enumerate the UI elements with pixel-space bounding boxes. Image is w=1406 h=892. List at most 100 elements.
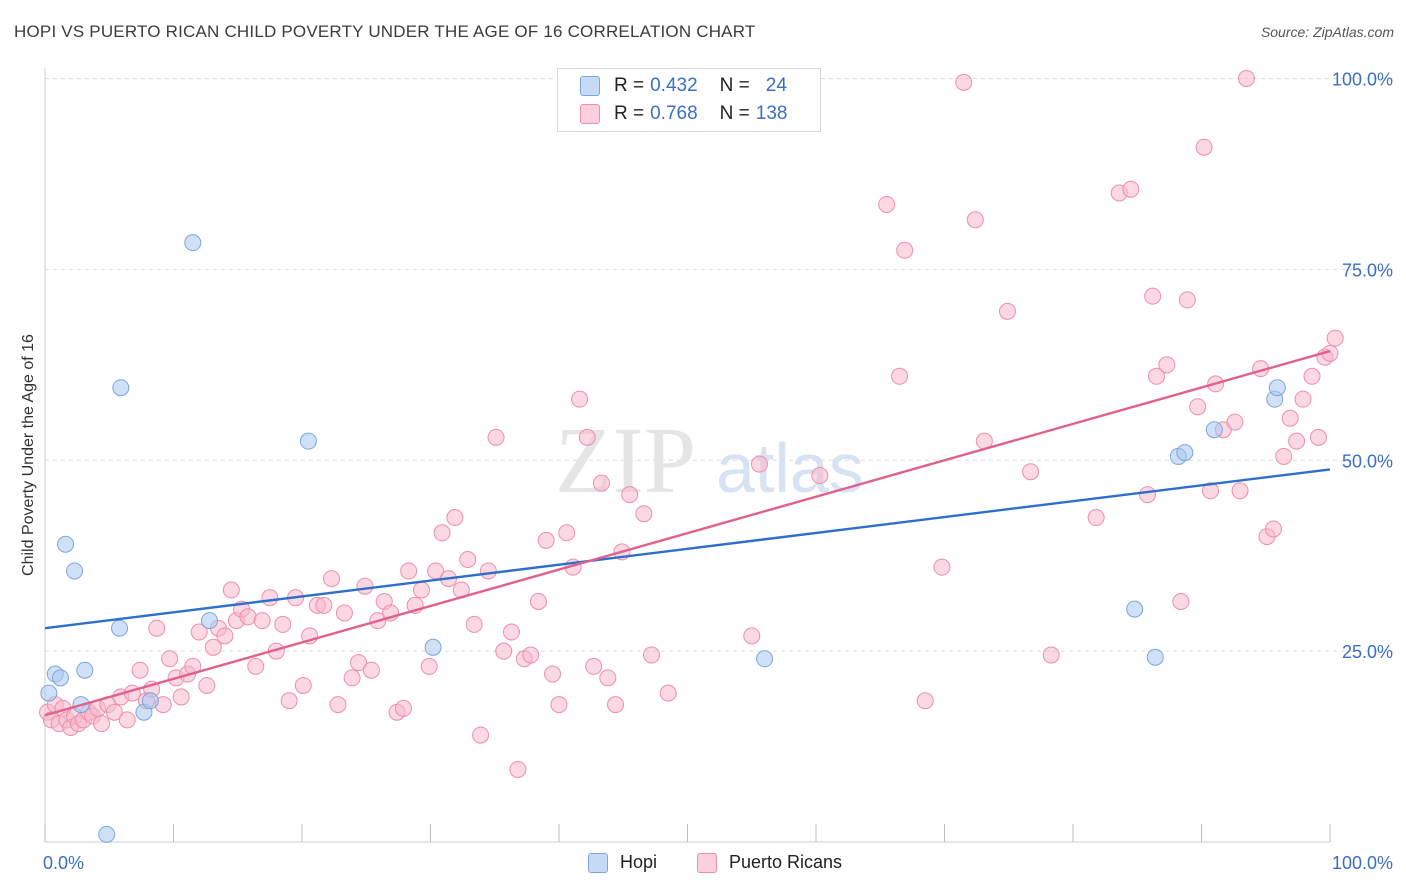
puerto-rican-point — [1022, 463, 1040, 481]
puerto-rican-point — [1172, 592, 1190, 610]
puerto-rican-point — [487, 428, 505, 446]
puerto-rican-point — [118, 711, 136, 729]
y-tick-label: 75.0% — [1342, 260, 1393, 280]
puerto-rican-point — [1148, 367, 1166, 385]
watermark-atlas: atlas — [716, 429, 864, 507]
gridlines — [45, 78, 1394, 652]
puerto-rican-point — [343, 669, 361, 687]
puerto-rican-point — [294, 676, 312, 694]
puerto-rican-point — [253, 612, 271, 630]
puerto-rican-point — [509, 760, 527, 778]
puerto-rican-point — [1195, 138, 1213, 156]
puerto-rican-point — [479, 562, 497, 580]
puerto-rican-point — [1281, 409, 1299, 427]
source-label: Source: ZipAtlas.com — [1260, 24, 1394, 40]
legend-label-puerto-ricans: Puerto Ricans — [729, 852, 843, 872]
puerto-rican-point — [315, 596, 333, 614]
hopi-point — [1205, 421, 1223, 439]
puerto-rican-point — [1087, 509, 1105, 527]
puerto-rican-point — [750, 455, 768, 473]
y-tick-label: 25.0% — [1342, 642, 1393, 662]
legend-item-puerto-ricans[interactable]: Puerto Ricans — [697, 852, 842, 873]
puerto-rican-point — [1178, 291, 1196, 309]
puerto-rican-point — [878, 195, 896, 213]
puerto-rican-point — [247, 657, 265, 675]
puerto-rican-point — [420, 657, 438, 675]
puerto-rican-point — [998, 302, 1016, 320]
puerto-rican-point — [1144, 287, 1162, 305]
puerto-rican-point — [891, 367, 909, 385]
legend-row-puerto-ricans: R = 0.768 N = 138 — [580, 102, 787, 126]
puerto-rican-point — [274, 615, 292, 633]
hopi-point — [111, 619, 129, 637]
legend-r-label: R = — [614, 75, 645, 96]
hopi-point — [1268, 379, 1286, 397]
puerto-rican-point — [811, 467, 829, 485]
puerto-rican-point — [592, 474, 610, 492]
puerto-rican-point — [607, 696, 625, 714]
puerto-rican-point — [659, 684, 677, 702]
puerto-rican-point — [433, 524, 451, 542]
puerto-rican-point — [635, 505, 653, 523]
puerto-rican-point — [966, 211, 984, 229]
puerto-rican-point — [356, 577, 374, 595]
puerto-rican-point — [1226, 413, 1244, 431]
puerto-rican-point — [222, 581, 240, 599]
puerto-rican-point — [1264, 520, 1282, 538]
y-tick-label: 50.0% — [1342, 451, 1393, 471]
puerto-rican-point — [1309, 428, 1327, 446]
puerto-rican-point — [239, 608, 257, 626]
puerto-rican-point — [465, 615, 483, 633]
hopi-point — [66, 562, 84, 580]
series-puerto-ricans — [39, 70, 1344, 778]
puerto-rican-point — [1042, 646, 1060, 664]
puerto-rican-point — [216, 627, 234, 645]
puerto-rican-point — [413, 581, 431, 599]
puerto-rican-point — [350, 654, 368, 672]
legend-r-value: 0.432 — [650, 75, 698, 96]
hopi-point — [98, 825, 116, 843]
legend-item-hopi[interactable]: Hopi — [588, 852, 657, 873]
puerto-rican-point — [1158, 356, 1176, 374]
legend-r-label: R = — [614, 103, 645, 124]
legend-n-label: N = — [719, 75, 750, 96]
puerto-rican-point — [1237, 70, 1255, 87]
puerto-rican-point — [1189, 398, 1207, 416]
puerto-rican-point — [459, 551, 477, 569]
puerto-rican-point — [1122, 180, 1140, 198]
y-tick-label: 100.0% — [1332, 70, 1393, 90]
hopi-point — [1146, 648, 1164, 666]
puerto-rican-point — [643, 646, 661, 664]
puerto-rican-point — [529, 592, 547, 610]
puerto-rican-point — [550, 696, 568, 714]
puerto-rican-point — [1303, 367, 1321, 385]
series-hopi — [40, 234, 1286, 843]
puerto-rican-point — [1231, 482, 1249, 500]
puerto-rican-point — [161, 650, 179, 668]
hopi-point — [76, 661, 94, 679]
puerto-rican-point — [599, 669, 617, 687]
puerto-rican-point — [323, 570, 341, 588]
hopi-point — [756, 650, 774, 668]
puerto-rican-point — [105, 703, 123, 721]
hopi-point — [40, 684, 58, 702]
hopi-point — [424, 638, 442, 656]
puerto-rican-point — [131, 661, 149, 679]
puerto-rican-point — [1275, 447, 1293, 465]
puerto-rican-point — [446, 509, 464, 527]
puerto-rican-point — [544, 665, 562, 683]
legend-n-value: 138 — [755, 103, 788, 124]
puerto-rican-point — [1326, 329, 1344, 347]
legend-label-hopi: Hopi — [620, 852, 658, 872]
legend-r-value: 0.768 — [650, 103, 698, 124]
puerto-rican-point — [955, 73, 973, 91]
hopi-trend-line — [44, 468, 1331, 630]
puerto-rican-point — [1294, 390, 1312, 408]
hopi-point — [1126, 600, 1144, 618]
series-legend: Hopi Puerto Ricans — [0, 852, 1406, 876]
puerto-rican-point — [1288, 432, 1306, 450]
puerto-rican-point — [578, 428, 596, 446]
puerto-rican-point — [280, 692, 298, 710]
puerto-rican-point — [172, 688, 190, 706]
hopi-point — [141, 692, 159, 710]
